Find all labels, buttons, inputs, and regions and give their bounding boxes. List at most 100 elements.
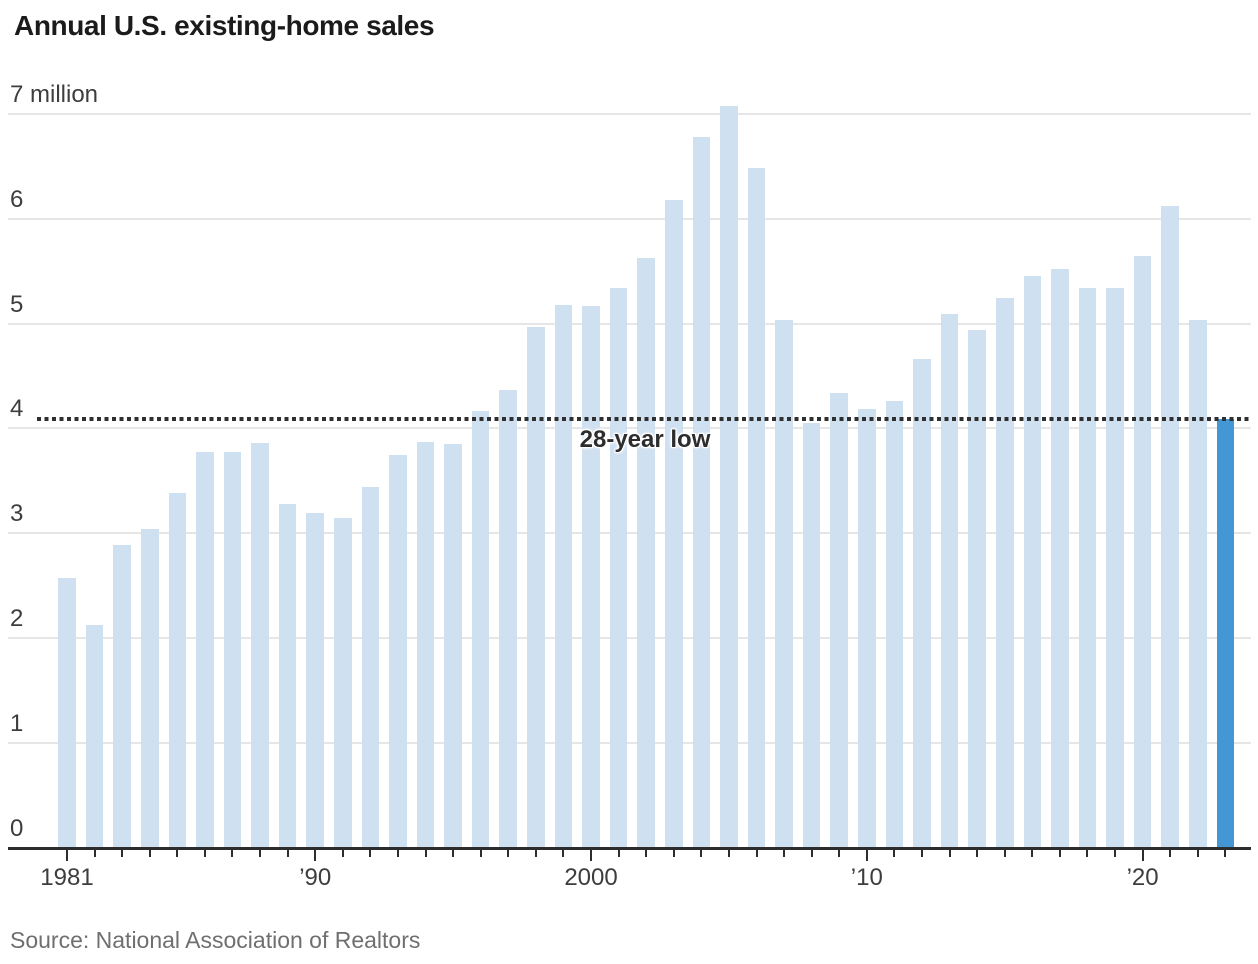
bar-1994 — [416, 442, 435, 848]
x-tick-1986 — [203, 850, 206, 857]
bar-2014 — [968, 329, 986, 848]
x-tick-1993 — [396, 850, 399, 857]
x-tick-2004 — [700, 850, 703, 857]
gridline-5 — [8, 322, 1251, 325]
x-tick-1998 — [534, 850, 537, 857]
x-tick-2018 — [1086, 850, 1089, 857]
bar-1992 — [361, 487, 380, 848]
x-tick-2016 — [1031, 850, 1034, 857]
gridline-7 — [8, 113, 1251, 116]
bar-1985 — [168, 493, 187, 848]
bar-2013 — [940, 314, 959, 848]
x-tick-1982 — [93, 850, 96, 857]
bar-1998 — [527, 326, 545, 848]
bar-2000 — [582, 305, 600, 848]
x-tick-2022 — [1196, 850, 1199, 857]
x-tick-2002 — [645, 850, 648, 857]
bar-2004 — [692, 137, 711, 848]
annotation-28-year-low: 28-year low — [579, 426, 711, 453]
x-axis-line — [8, 847, 1251, 850]
x-tick-2023 — [1224, 850, 1227, 857]
x-tick-1991 — [341, 850, 344, 857]
bar-1983 — [113, 544, 131, 848]
bar-1986 — [196, 451, 214, 848]
bar-1996 — [471, 410, 490, 848]
bar-2017 — [1051, 269, 1069, 848]
bar-1995 — [444, 444, 462, 848]
x-tick-1994 — [424, 850, 427, 857]
x-tick-1989 — [286, 850, 289, 857]
y-axis-label-2: 2 — [10, 604, 24, 632]
bar-2022 — [1188, 319, 1207, 848]
bar-2016 — [1023, 275, 1042, 848]
x-tick-2009 — [838, 850, 841, 857]
bar-1999 — [554, 304, 573, 848]
bar-2012 — [913, 359, 931, 848]
x-tick-1983 — [121, 850, 124, 857]
bar-2006 — [747, 167, 766, 848]
x-tick-2011 — [893, 850, 896, 857]
bar-2009 — [830, 392, 849, 848]
x-axis-label-1981: 1981 — [40, 864, 94, 891]
x-tick-1997 — [507, 850, 510, 857]
bar-1984 — [140, 529, 159, 848]
source-note: Source: National Association of Realtors — [10, 927, 421, 953]
bar-2007 — [775, 319, 793, 848]
bar-2020 — [1133, 255, 1152, 848]
x-tick-2013 — [948, 850, 951, 857]
gridline-1 — [8, 741, 1251, 744]
x-tick-2014 — [976, 850, 979, 857]
x-tick-2007 — [783, 850, 786, 857]
bar-1987 — [223, 451, 242, 848]
y-axis-label-6: 6 — [10, 185, 24, 213]
bar-2019 — [1106, 288, 1124, 848]
x-tick-1995 — [452, 850, 455, 857]
bar-2023 — [1216, 419, 1235, 848]
x-tick-2019 — [1114, 850, 1117, 857]
bar-2010 — [858, 408, 876, 848]
x-tick-2012 — [920, 850, 923, 857]
chart-title: Annual U.S. existing-home sales — [14, 10, 435, 41]
bar-1988 — [251, 443, 269, 848]
bar-2011 — [885, 401, 904, 848]
x-tick-1990 — [314, 850, 317, 861]
x-tick-1981 — [66, 850, 68, 861]
x-tick-2001 — [617, 850, 620, 857]
bar-1991 — [334, 517, 352, 848]
bar-2005 — [720, 105, 738, 848]
x-tick-1996 — [479, 850, 482, 857]
x-tick-2010 — [865, 850, 868, 861]
x-tick-1988 — [259, 850, 262, 857]
x-axis-label-2010: ’10 — [850, 864, 883, 891]
x-tick-1984 — [148, 850, 151, 857]
bar-2021 — [1161, 206, 1179, 848]
x-axis-label-2000: 2000 — [564, 864, 618, 891]
x-tick-1987 — [231, 850, 234, 857]
y-axis-label-3: 3 — [10, 500, 24, 528]
x-tick-2008 — [810, 850, 813, 857]
x-tick-2015 — [1003, 850, 1006, 857]
bar-1997 — [499, 389, 518, 848]
gridline-6 — [8, 217, 1251, 220]
bar-1993 — [389, 454, 407, 848]
bar-1989 — [278, 503, 297, 848]
x-tick-2021 — [1169, 850, 1172, 857]
bar-2015 — [995, 297, 1014, 848]
x-tick-1985 — [176, 850, 179, 857]
x-tick-2000 — [590, 850, 593, 861]
bar-1982 — [85, 625, 104, 848]
y-axis-label-1: 1 — [10, 709, 24, 737]
bar-1981 — [58, 578, 76, 848]
bar-2018 — [1078, 288, 1097, 848]
gridline-3 — [8, 532, 1251, 535]
y-axis-label-0: 0 — [10, 814, 24, 842]
y-axis-label-7: 7 million — [10, 81, 99, 109]
x-tick-2020 — [1141, 850, 1144, 861]
x-tick-2006 — [755, 850, 758, 857]
x-tick-2005 — [727, 850, 730, 857]
x-tick-2003 — [672, 850, 675, 857]
bar-1990 — [306, 513, 324, 848]
bar-2002 — [637, 257, 655, 848]
y-axis-label-4: 4 — [10, 395, 24, 423]
